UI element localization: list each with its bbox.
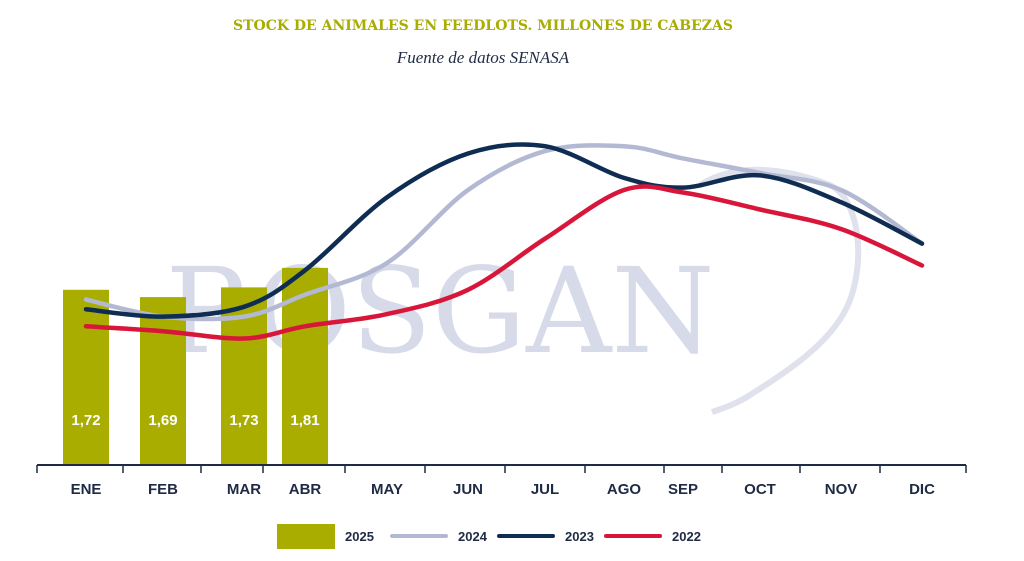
x-tick-label-oct: OCT xyxy=(744,481,776,498)
x-tick-label-jul: JUL xyxy=(531,481,559,498)
series-line-2023 xyxy=(83,142,925,319)
legend-label-2025: 2025 xyxy=(345,528,374,544)
x-tick-label-feb: FEB xyxy=(148,481,178,498)
bar-label-feb: 1,69 xyxy=(148,412,177,429)
legend-item-2025: 2025 xyxy=(277,522,374,550)
bar-feb xyxy=(140,297,186,465)
bars: 1,72 1,69 1,73 1,81 xyxy=(63,267,328,465)
legend-label-2022: 2022 xyxy=(672,528,701,544)
chart-title: STOCK DE ANIMALES EN FEEDLOTS. MILLONES … xyxy=(232,18,733,34)
legend-label-2024: 2024 xyxy=(458,528,487,544)
x-tick-label-dic: DIC xyxy=(909,481,935,498)
legend-item-2023: 2023 xyxy=(497,522,594,550)
legend-item-2022: 2022 xyxy=(604,522,701,550)
legend-item-2024: 2024 xyxy=(390,522,487,550)
series-lines xyxy=(83,142,925,341)
bar-label-ene: 1,72 xyxy=(71,412,100,429)
legend-swatch-2023 xyxy=(497,534,555,538)
x-tick-label-jun: JUN xyxy=(453,481,483,498)
x-tick-label-may: MAY xyxy=(371,481,403,498)
legend-swatch-2024 xyxy=(390,534,448,538)
legend-swatch-2022 xyxy=(604,534,662,538)
chart-subtitle: Fuente de datos SENASA xyxy=(396,48,570,67)
series-line-2022 xyxy=(83,184,925,341)
x-tick-label-ago: AGO xyxy=(607,481,642,498)
bar-ene xyxy=(63,289,109,465)
x-tick-label-nov: NOV xyxy=(825,481,858,498)
x-tick-label-abr: ABR xyxy=(289,481,322,498)
bar-label-abr: 1,81 xyxy=(290,412,319,429)
x-tick-label-ene: ENE xyxy=(71,481,102,498)
legend-label-2023: 2023 xyxy=(565,528,594,544)
watermark-emblem xyxy=(698,166,862,415)
x-tick-label-sep: SEP xyxy=(668,481,698,498)
bar-abr xyxy=(282,267,328,465)
legend-swatch-2025 xyxy=(277,523,335,549)
x-axis: ENE FEB MAR ABR MAY JUN JUL AGO SEP OCT NOV DIC xyxy=(36,464,967,498)
bar-label-mar: 1,73 xyxy=(229,412,258,429)
x-tick-label-mar: MAR xyxy=(227,481,261,498)
legend: 2025 2024 2023 2022 xyxy=(0,522,1024,550)
